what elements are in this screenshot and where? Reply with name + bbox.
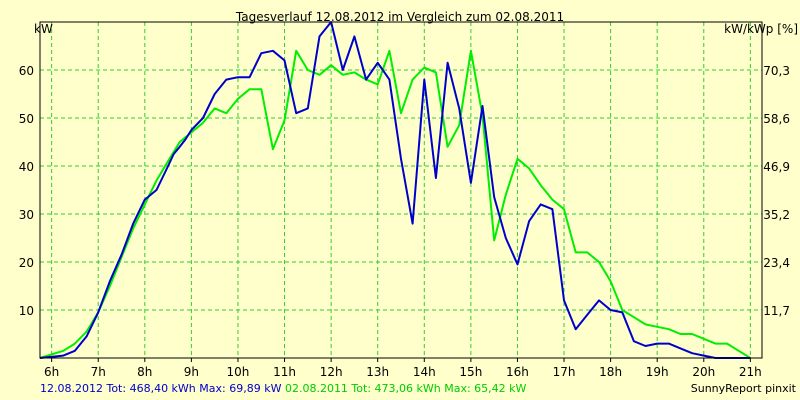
footer-summary: 12.08.2012 Tot: 468,40 kWh Max: 69,89 kW… <box>40 382 527 395</box>
y-axis-left-label: kW <box>34 22 53 36</box>
plot-frame <box>39 21 763 359</box>
series-layer <box>39 21 751 359</box>
x-axis: 6h 7h 8h 9h 10h 11h 12h 13h 14h 15h 16h 17h 18h 19h 20… <box>44 358 762 379</box>
grid <box>40 22 762 358</box>
x-tick-label-18h: 18h <box>599 365 622 379</box>
y-tick-left-10: 10 <box>19 304 34 318</box>
x-tick-label-9h: 9h <box>184 365 199 379</box>
series-line-12-08-2012 <box>39 21 751 359</box>
x-tick-label-6h: 6h <box>44 365 59 379</box>
y-tick-left-60: 60 <box>19 64 34 78</box>
x-tick-label-7h: 7h <box>91 365 106 379</box>
y-tick-left-50: 50 <box>19 112 34 126</box>
x-tick-label-16h: 16h <box>506 365 529 379</box>
x-tick-label-20h: 20h <box>692 365 715 379</box>
y-tick-right-10: 11,7 <box>763 304 790 318</box>
credit-label: SunnyReport pinxit <box>691 382 797 395</box>
footer-summary-2012: 12.08.2012 Tot: 468,40 kWh Max: 69,89 kW <box>40 382 282 395</box>
y-axis-right-label: kW/kWp [%] <box>724 22 798 36</box>
x-tick-label-17h: 17h <box>553 365 576 379</box>
chart-title: Tagesverlauf 12.08.2012 im Vergleich zum… <box>235 10 564 24</box>
y-tick-left-40: 40 <box>19 160 34 174</box>
y-tick-right-20: 23,4 <box>763 256 790 270</box>
x-tick-label-8h: 8h <box>137 365 152 379</box>
footer-summary-2011: 02.08.2011 Tot: 473,06 kWh Max: 65,42 kW <box>285 382 527 395</box>
y-tick-right-30: 35,2 <box>763 208 790 222</box>
x-tick-label-21h: 21h <box>739 365 762 379</box>
plot-area-background <box>40 22 762 358</box>
x-tick-label-19h: 19h <box>646 365 669 379</box>
x-tick-label-10h: 10h <box>227 365 250 379</box>
y-axis-left: 10 20 30 40 50 60 <box>19 64 34 318</box>
y-tick-right-40: 46,9 <box>763 160 790 174</box>
y-axis-right: 11,7 23,4 35,2 46,9 58,6 70,3 <box>763 64 790 318</box>
y-tick-right-50: 58,6 <box>763 112 790 126</box>
y-tick-left-20: 20 <box>19 256 34 270</box>
y-tick-right-60: 70,3 <box>763 64 790 78</box>
x-tick-label-15h: 15h <box>459 365 482 379</box>
series-line-02-08-2011 <box>39 49 751 359</box>
x-tick-label-12h: 12h <box>320 365 343 379</box>
x-tick-label-13h: 13h <box>366 365 389 379</box>
x-tick-label-14h: 14h <box>413 365 436 379</box>
x-tick-label-11h: 11h <box>273 365 296 379</box>
y-tick-left-30: 30 <box>19 208 34 222</box>
